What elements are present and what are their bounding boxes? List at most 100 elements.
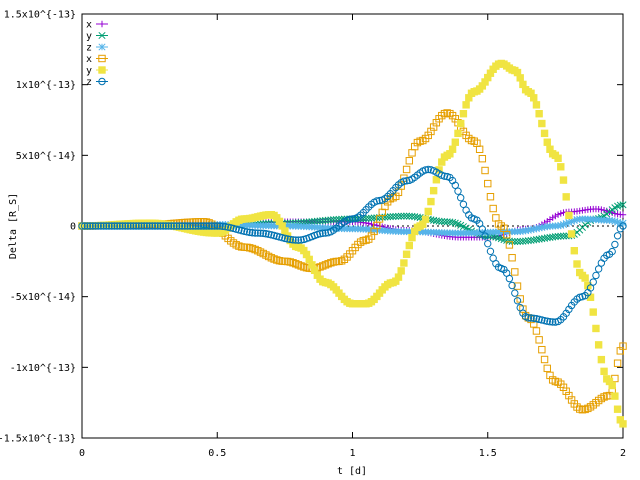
data-point bbox=[205, 222, 213, 230]
data-point bbox=[462, 101, 470, 109]
data-point bbox=[213, 222, 221, 230]
data-point bbox=[394, 273, 403, 281]
y-tick-label: -5x10^{-14} bbox=[10, 292, 76, 303]
data-point bbox=[513, 297, 522, 305]
data-point bbox=[538, 345, 546, 354]
data-point bbox=[254, 229, 262, 237]
data-point bbox=[200, 222, 208, 230]
data-point bbox=[451, 181, 459, 189]
data-point bbox=[608, 217, 616, 225]
data-point bbox=[197, 222, 205, 230]
data-point bbox=[429, 186, 438, 195]
series-z-6 bbox=[78, 165, 627, 326]
data-point bbox=[224, 223, 232, 231]
data-point bbox=[581, 274, 589, 282]
legend-label: y bbox=[86, 31, 92, 42]
data-point bbox=[170, 222, 178, 230]
legend-marker bbox=[98, 66, 106, 74]
data-point bbox=[565, 211, 573, 220]
data-point bbox=[178, 222, 186, 230]
data-point bbox=[600, 207, 608, 214]
data-point bbox=[405, 157, 414, 165]
data-point bbox=[557, 221, 565, 229]
data-point bbox=[598, 206, 605, 213]
y-tick-label: -1x10^{-13} bbox=[10, 363, 76, 374]
data-point bbox=[562, 193, 570, 201]
data-point bbox=[486, 247, 495, 256]
data-point bbox=[159, 222, 167, 230]
x-tick-label: 1.5 bbox=[479, 448, 497, 459]
data-point bbox=[505, 241, 514, 249]
data-point bbox=[608, 247, 616, 256]
data-point bbox=[502, 231, 511, 239]
data-point bbox=[527, 314, 535, 322]
data-point bbox=[592, 324, 600, 333]
data-point bbox=[113, 222, 121, 230]
data-point bbox=[294, 236, 303, 244]
data-point bbox=[83, 222, 92, 230]
data-point bbox=[156, 222, 165, 230]
data-point bbox=[432, 176, 441, 184]
data-point bbox=[135, 222, 143, 230]
data-point bbox=[118, 222, 127, 230]
data-point bbox=[492, 214, 500, 222]
data-point bbox=[132, 222, 140, 230]
data-point bbox=[486, 193, 495, 201]
data-point bbox=[145, 222, 154, 230]
data-point bbox=[440, 218, 449, 226]
data-point bbox=[586, 284, 595, 292]
data-point bbox=[91, 222, 100, 230]
data-point bbox=[481, 232, 489, 240]
data-point bbox=[154, 222, 162, 230]
y-axis-label: Delta [R_S] bbox=[8, 193, 19, 259]
data-point bbox=[386, 213, 394, 221]
data-point bbox=[102, 222, 111, 230]
data-point bbox=[554, 211, 562, 218]
data-point bbox=[186, 222, 194, 230]
data-point bbox=[402, 250, 411, 258]
data-point bbox=[524, 226, 532, 234]
data-point bbox=[389, 212, 397, 221]
data-point bbox=[535, 336, 543, 344]
data-point bbox=[81, 222, 89, 230]
y-tick-label: 0 bbox=[70, 222, 76, 233]
data-point bbox=[281, 234, 289, 243]
data-point bbox=[210, 222, 219, 230]
data-point bbox=[594, 341, 603, 349]
data-point bbox=[183, 222, 192, 230]
data-point bbox=[216, 222, 224, 230]
data-point bbox=[189, 222, 197, 230]
data-point bbox=[540, 316, 549, 325]
data-point bbox=[78, 222, 86, 230]
data-point bbox=[402, 177, 411, 185]
data-point bbox=[568, 217, 576, 225]
data-point bbox=[613, 405, 622, 413]
data-point bbox=[327, 216, 335, 224]
data-point bbox=[367, 214, 375, 222]
data-point bbox=[267, 231, 276, 239]
data-point bbox=[576, 293, 584, 301]
data-point bbox=[594, 265, 603, 273]
data-point bbox=[330, 216, 338, 224]
data-point bbox=[543, 317, 551, 325]
data-point bbox=[562, 220, 570, 228]
data-point bbox=[191, 222, 200, 230]
data-point bbox=[89, 222, 97, 230]
data-point bbox=[484, 179, 492, 188]
data-point bbox=[421, 166, 430, 174]
data-point bbox=[440, 172, 449, 180]
data-point bbox=[162, 222, 170, 230]
data-point bbox=[108, 222, 116, 230]
data-point bbox=[397, 267, 405, 275]
data-point bbox=[408, 233, 416, 242]
data-point bbox=[611, 210, 619, 217]
data-point bbox=[319, 229, 327, 237]
y-tick-label: 1.5x10^{-13} bbox=[4, 10, 76, 21]
data-point bbox=[105, 222, 113, 230]
legend-item: y bbox=[86, 31, 108, 42]
legend-marker bbox=[98, 77, 106, 86]
data-point bbox=[613, 232, 622, 240]
data-point bbox=[546, 318, 554, 326]
